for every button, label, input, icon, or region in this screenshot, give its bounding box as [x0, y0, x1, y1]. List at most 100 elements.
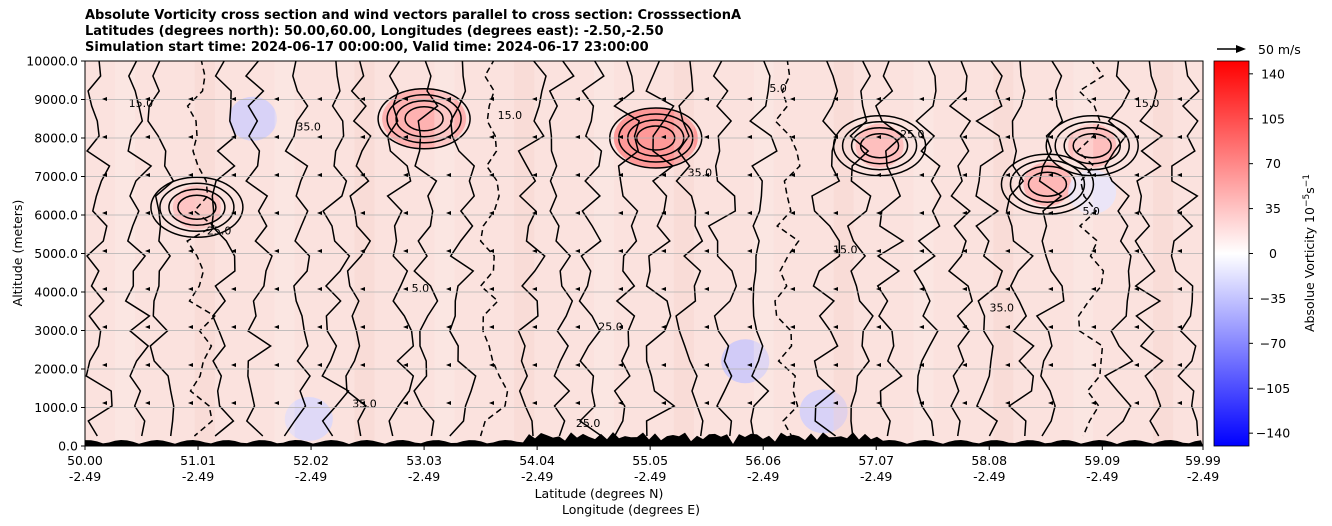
wind-vector: [1134, 401, 1139, 405]
wind-vector: [618, 363, 623, 367]
chart-title-line-1: Absolute Vorticity cross section and win…: [85, 8, 742, 23]
wind-vector: [790, 97, 795, 101]
wind-vector: [919, 135, 924, 139]
wind-vector: [575, 401, 580, 405]
y-tick-label: 7000.0: [34, 169, 78, 184]
y-tick-label: 1000.0: [34, 400, 78, 415]
wind-vector: [704, 135, 709, 139]
wind-vector: [1005, 173, 1010, 177]
wind-vector: [1091, 135, 1096, 139]
wind-vector: [1005, 325, 1010, 329]
contour-ring: [177, 194, 217, 221]
wind-vector: [231, 325, 236, 329]
wind-vector: [1134, 97, 1139, 101]
x-tick-label-lon: -2.49: [1187, 469, 1219, 484]
wind-vector: [489, 287, 494, 291]
contour-line: [578, 61, 605, 437]
wind-vector: [704, 173, 709, 177]
wind-vectors: [102, 97, 1182, 405]
wind-vector: [188, 363, 193, 367]
contour-line: [1170, 61, 1200, 437]
contour-label: 5.0: [769, 82, 787, 95]
wind-vector: [1091, 173, 1096, 177]
x-axis-label-longitude: Longitude (degrees E): [562, 502, 700, 517]
wind-vector: [317, 135, 322, 139]
wind-vector: [489, 211, 494, 215]
wind-vector: [833, 325, 838, 329]
wind-vector: [1134, 135, 1139, 139]
contour-line: [479, 61, 509, 437]
wind-vector: [489, 97, 494, 101]
wind-vector: [876, 325, 881, 329]
contour-line: [244, 61, 273, 437]
wind-vector: [231, 287, 236, 291]
wind-vector: [962, 97, 967, 101]
wind-vector: [747, 325, 752, 329]
wind-vector: [403, 363, 408, 367]
wind-vector: [1005, 287, 1010, 291]
wind-vector: [618, 249, 623, 253]
wind-vector: [747, 287, 752, 291]
contour-ring: [1018, 165, 1077, 203]
wind-vector: [661, 97, 666, 101]
wind-vector: [661, 287, 666, 291]
wind-vector: [360, 363, 365, 367]
x-tick-label-lon: -2.49: [973, 469, 1005, 484]
contour-line: [774, 61, 801, 437]
wind-vector: [1048, 97, 1053, 101]
wind-vector: [704, 249, 709, 253]
contour-line: [947, 61, 974, 437]
wind-vector: [833, 287, 838, 291]
colorbar-ticks: 140 105 70 35 0 −35 −70 −105 −140: [1249, 66, 1290, 441]
contour-label: 25.0: [207, 224, 232, 237]
wind-vector: [790, 173, 795, 177]
y-tick-label: 2000.0: [34, 362, 78, 377]
wind-vector: [790, 211, 795, 215]
wind-vector: [231, 97, 236, 101]
y-tick-label: 3000.0: [34, 323, 78, 338]
wind-vector: [618, 173, 623, 177]
wind-vector: [876, 363, 881, 367]
wind-vector: [1134, 211, 1139, 215]
wind-vector: [532, 173, 537, 177]
wind-vector: [102, 249, 107, 253]
wind-vector: [962, 401, 967, 405]
x-tick-label-lat: 55.05: [632, 453, 668, 468]
colorbar-tick-label: −35: [1260, 291, 1286, 306]
contour-line: [1103, 61, 1134, 437]
contour-label: 35.0: [296, 120, 321, 133]
contour-line: [1076, 61, 1105, 437]
wind-vector: [446, 135, 451, 139]
wind-vector: [833, 249, 838, 253]
wind-vector: [1177, 135, 1182, 139]
contour-line: [124, 61, 153, 437]
wind-vector: [231, 211, 236, 215]
wind-vector: [489, 173, 494, 177]
contour-line: [975, 61, 1004, 437]
wind-vector: [403, 97, 408, 101]
contour-ring: [386, 94, 462, 144]
vorticity-cell: [382, 88, 467, 149]
wind-vector: [790, 135, 795, 139]
wind-vector: [188, 401, 193, 405]
wind-vector: [790, 363, 795, 367]
wind-vector: [317, 97, 322, 101]
wind-vector: [446, 287, 451, 291]
wind-vector: [747, 173, 752, 177]
wind-vector: [833, 363, 838, 367]
contour-ring: [1054, 120, 1130, 171]
wind-vector: [575, 97, 580, 101]
contour-line: [1005, 61, 1035, 437]
y-tick-label: 5000.0: [34, 246, 78, 261]
contour-ring: [1027, 171, 1068, 197]
wind-vector: [1134, 363, 1139, 367]
wind-vector: [618, 135, 623, 139]
wind-vector: [1005, 249, 1010, 253]
contour-label: 5.0: [1082, 205, 1100, 218]
wind-vector: [747, 135, 752, 139]
wind-vector: [360, 97, 365, 101]
wind-vector: [704, 97, 709, 101]
wind-vector: [1177, 401, 1182, 405]
chart-title-line-3: Simulation start time: 2024-06-17 00:00:…: [85, 40, 649, 55]
wind-vector: [1091, 325, 1096, 329]
